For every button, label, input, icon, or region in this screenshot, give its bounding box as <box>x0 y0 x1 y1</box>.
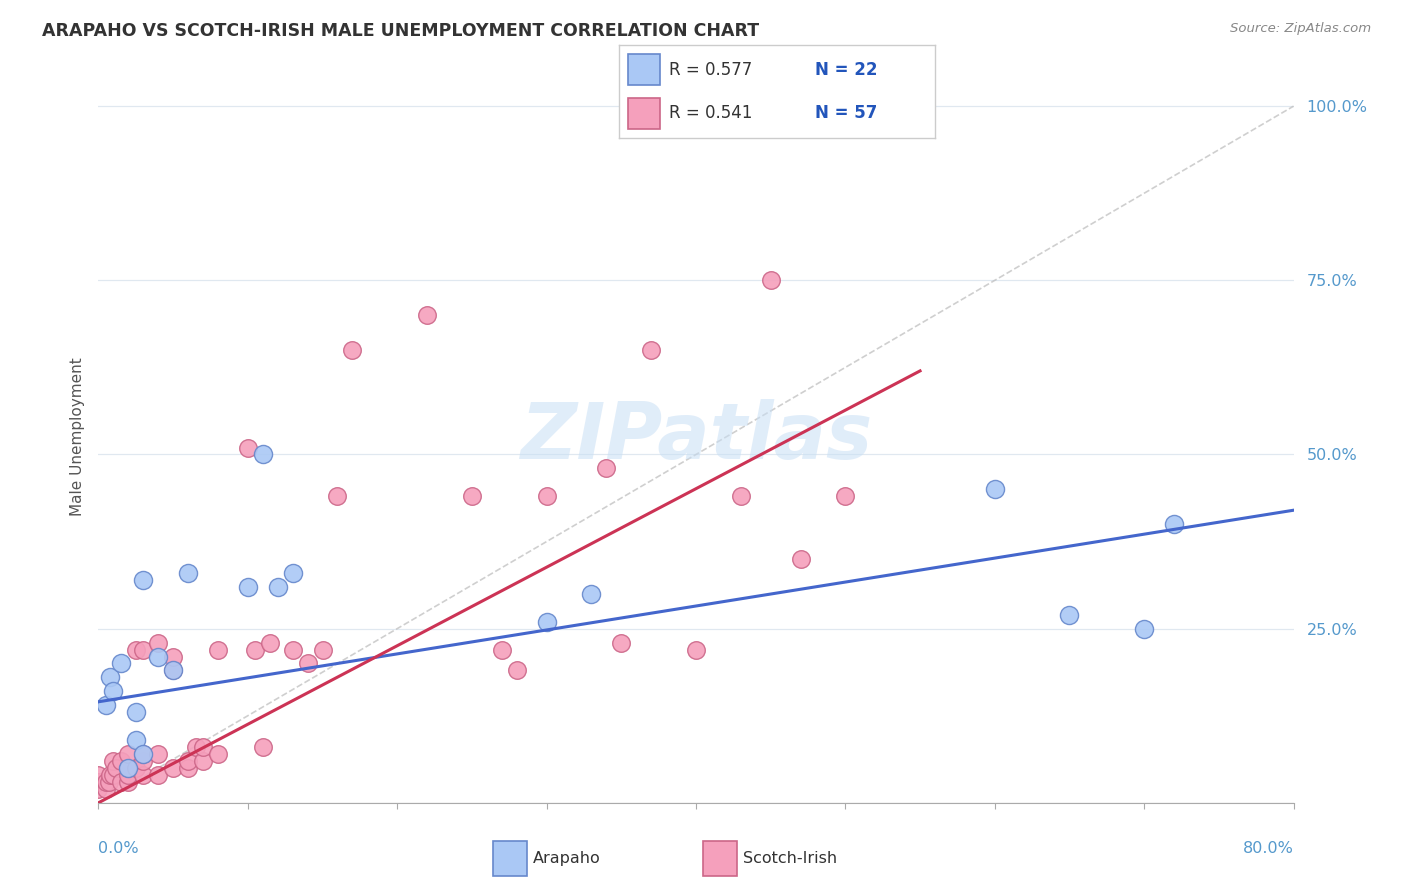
Text: ARAPAHO VS SCOTCH-IRISH MALE UNEMPLOYMENT CORRELATION CHART: ARAPAHO VS SCOTCH-IRISH MALE UNEMPLOYMEN… <box>42 22 759 40</box>
Point <box>132 747 155 761</box>
Point <box>789 552 811 566</box>
Point <box>252 448 274 462</box>
Point <box>132 573 155 587</box>
Point <box>281 642 304 657</box>
Point <box>342 343 364 357</box>
Text: N = 22: N = 22 <box>815 61 877 78</box>
Point <box>125 733 148 747</box>
Point <box>281 566 304 580</box>
Point <box>191 740 214 755</box>
Point <box>125 761 148 775</box>
Point <box>98 670 122 684</box>
Y-axis label: Male Unemployment: Male Unemployment <box>69 358 84 516</box>
Point <box>1163 517 1185 532</box>
Point <box>491 642 513 657</box>
Point <box>311 642 333 657</box>
Point <box>132 747 155 761</box>
Point <box>162 664 184 678</box>
Point <box>297 657 319 671</box>
Point <box>94 698 117 713</box>
Point <box>595 461 617 475</box>
Point <box>94 781 117 796</box>
Point <box>536 489 558 503</box>
Point <box>132 754 155 768</box>
Point <box>97 775 120 789</box>
Point <box>177 566 200 580</box>
Text: Arapaho: Arapaho <box>533 851 600 866</box>
Bar <box>492 841 527 876</box>
Text: 80.0%: 80.0% <box>1243 841 1294 856</box>
Point <box>983 483 1005 497</box>
Point <box>132 768 155 782</box>
Point <box>236 441 259 455</box>
Bar <box>703 841 737 876</box>
Point <box>207 747 229 761</box>
Point <box>506 664 529 678</box>
Text: R = 0.577: R = 0.577 <box>669 61 752 78</box>
Point <box>267 580 290 594</box>
Point <box>1059 607 1081 622</box>
Point <box>117 775 139 789</box>
Point <box>191 754 214 768</box>
Point <box>759 273 782 287</box>
Point <box>148 649 170 664</box>
Point <box>87 768 110 782</box>
Point <box>326 489 349 503</box>
Point <box>110 775 132 789</box>
Point <box>252 740 274 755</box>
Point <box>105 761 128 775</box>
Point <box>94 775 117 789</box>
Point <box>132 642 155 657</box>
Point <box>177 761 200 775</box>
Point <box>259 635 281 649</box>
Point <box>236 580 259 594</box>
Point <box>110 754 132 768</box>
Text: Source: ZipAtlas.com: Source: ZipAtlas.com <box>1230 22 1371 36</box>
Point <box>162 649 184 664</box>
Point <box>125 642 148 657</box>
Point <box>245 642 267 657</box>
Point <box>1133 622 1156 636</box>
Point <box>110 657 132 671</box>
Point <box>416 308 439 322</box>
Point <box>162 761 184 775</box>
Point <box>117 761 139 775</box>
Point <box>103 754 125 768</box>
Point <box>117 747 139 761</box>
Point <box>148 768 170 782</box>
Point <box>581 587 603 601</box>
Point <box>834 489 856 503</box>
Point <box>610 635 633 649</box>
Point <box>148 747 170 761</box>
Point <box>207 642 229 657</box>
Point <box>148 635 170 649</box>
Point <box>98 768 122 782</box>
Point <box>461 489 484 503</box>
Point <box>117 768 139 782</box>
Point <box>103 684 125 698</box>
Text: N = 57: N = 57 <box>815 104 877 122</box>
Text: R = 0.541: R = 0.541 <box>669 104 752 122</box>
Bar <box>628 54 659 85</box>
Point <box>125 705 148 719</box>
Point <box>730 489 752 503</box>
Point <box>87 775 110 789</box>
Point <box>536 615 558 629</box>
Point <box>162 664 184 678</box>
Text: ZIPatlas: ZIPatlas <box>520 399 872 475</box>
Text: Scotch-Irish: Scotch-Irish <box>744 851 838 866</box>
Point <box>640 343 662 357</box>
Point <box>117 761 139 775</box>
Point <box>184 740 207 755</box>
Point <box>685 642 707 657</box>
Point <box>87 781 110 796</box>
Point <box>103 768 125 782</box>
Point <box>177 754 200 768</box>
Text: 0.0%: 0.0% <box>98 841 139 856</box>
Bar <box>628 98 659 129</box>
